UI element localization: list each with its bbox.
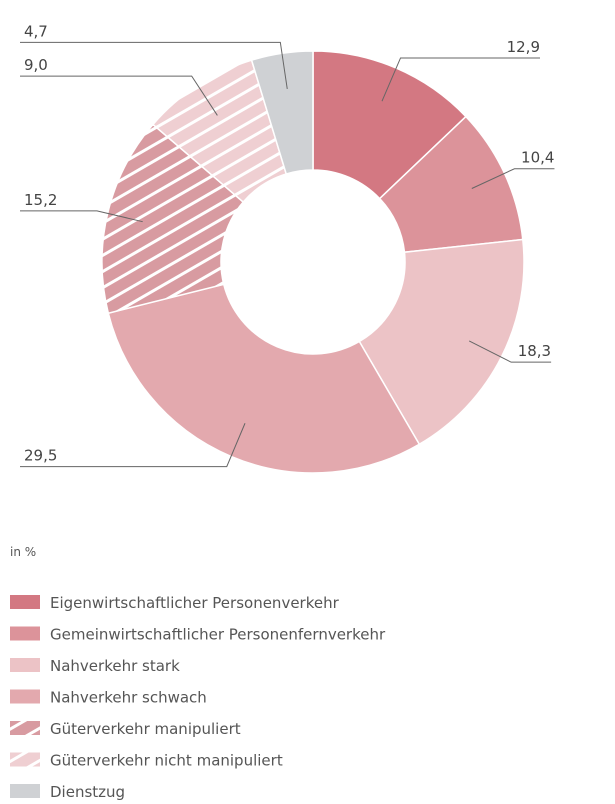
unit-label: in % (10, 545, 36, 559)
data-label: 10,4 (521, 149, 554, 167)
legend-swatch (10, 626, 40, 641)
leader-line (20, 75, 218, 116)
legend-label: Dienstzug (50, 783, 125, 801)
data-label: 4,7 (24, 22, 48, 40)
legend-swatch (10, 721, 40, 735)
leader-line (471, 168, 555, 189)
legend-label: Güterverkehr manipuliert (50, 720, 241, 738)
data-label: 15,2 (24, 191, 57, 209)
data-label: 29,5 (24, 447, 57, 465)
leader-line (20, 423, 246, 468)
legend-swatch (10, 595, 40, 609)
legend-label: Eigenwirtschaftlicher Personenverkehr (50, 594, 340, 612)
legend-label: Güterverkehr nicht manipuliert (50, 752, 283, 770)
donut-slice (250, 50, 314, 175)
donut-slice (312, 50, 467, 200)
legend-swatch (10, 658, 40, 672)
legend-swatch (10, 689, 40, 704)
donut-slice (101, 123, 245, 315)
legend-label: Nahverkehr schwach (50, 689, 207, 707)
legend-label: Gemeinwirtschaftlicher Personenfernverke… (50, 626, 386, 644)
data-label: 9,0 (24, 56, 48, 74)
leader-line (20, 210, 143, 223)
leader-line (468, 340, 552, 363)
leader-line (381, 57, 540, 102)
donut-slice (107, 283, 421, 474)
data-label: 12,9 (507, 38, 540, 56)
legend-swatch (10, 784, 40, 798)
leader-line (20, 41, 288, 89)
legend-label: Nahverkehr stark (50, 657, 180, 675)
legend-swatch (10, 752, 40, 767)
data-label: 18,3 (518, 342, 551, 360)
donut-slice (358, 238, 525, 446)
